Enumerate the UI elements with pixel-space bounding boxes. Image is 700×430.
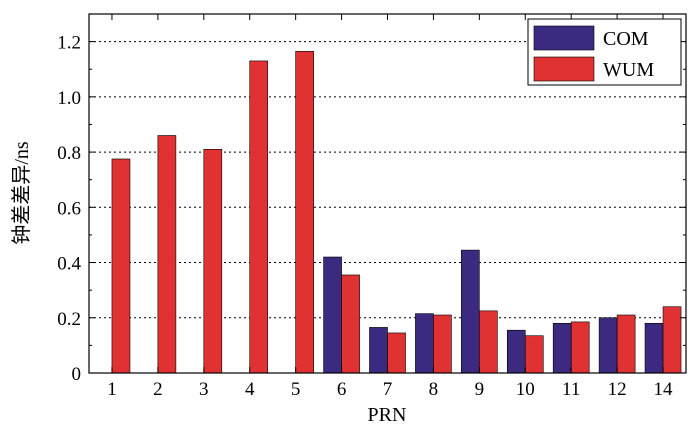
x-tick-label: 9 [475,379,485,400]
x-tick-label: 2 [153,379,163,400]
bar-wum-1 [111,158,131,374]
x-tick-label: 12 [608,379,627,400]
legend-label-com: COM [603,28,649,50]
bar-wum-8 [433,314,452,374]
x-tick-label: 8 [429,379,439,400]
y-axis-label: 钟差差异/ns [10,141,33,245]
bar-wum-10 [524,335,544,374]
bar-wum-7 [387,332,406,374]
bars [111,50,682,374]
bar-com-12 [598,317,618,374]
bar-wum-14 [662,306,682,374]
bar-com-6 [323,256,342,374]
x-tick-label: 10 [516,379,535,400]
legend-swatch-com [533,25,595,51]
bar-com-11 [552,322,572,374]
legend: COM WUM [527,18,682,86]
bar-com-9 [461,249,480,374]
bar-wum-9 [479,310,498,374]
y-tick-label: 1.0 [57,88,81,109]
bar-wum-5 [295,50,314,374]
x-tick-label: 4 [245,379,255,400]
legend-swatch-wum [533,56,595,82]
x-tick-label: 3 [199,379,209,400]
x-tick-label: 7 [383,379,393,400]
y-tick-label: 1.2 [57,33,81,54]
bar-com-7 [369,327,388,374]
x-tick-label: 6 [337,379,347,400]
bar-wum-11 [570,321,590,374]
x-axis-label: PRN [368,404,407,426]
bar-wum-2 [157,135,177,374]
y-tick-label: 0 [72,364,82,385]
bar-com-8 [415,313,434,374]
bar-wum-12 [616,314,636,374]
bar-com-14 [644,322,664,374]
y-tick-label: 0.6 [57,198,81,219]
x-tick-label: 14 [654,379,674,400]
bar-wum-6 [341,274,360,374]
tick-labels: 00.20.40.60.81.01.21 2 3 4 5 6 7 8 9 10 11 12 14 [57,33,673,400]
x-tick-label: 5 [291,379,301,400]
y-tick-label: 0.4 [57,254,81,275]
bar-com-10 [506,329,526,374]
bar-wum-3 [203,149,223,374]
ticks [89,13,686,374]
bar-wum-4 [249,60,269,374]
x-tick-label: 11 [562,379,580,400]
y-tick-label: 0.8 [57,143,81,164]
legend-label-wum: WUM [603,59,654,81]
x-tick-label: 1 [107,379,117,400]
y-tick-label: 0.2 [57,309,81,330]
